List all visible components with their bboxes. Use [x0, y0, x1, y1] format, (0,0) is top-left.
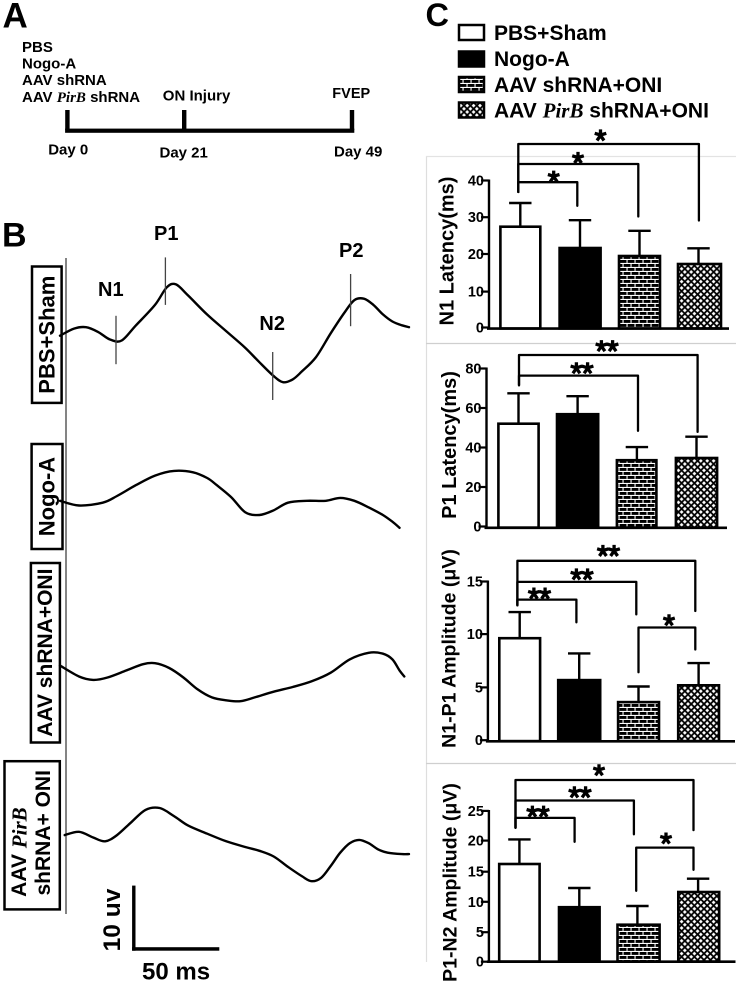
svg-text:shRNA+ ONI: shRNA+ ONI — [32, 770, 55, 895]
svg-text:10: 10 — [468, 895, 484, 911]
svg-text:Day 49: Day 49 — [334, 143, 382, 160]
svg-text:B: B — [2, 217, 27, 255]
svg-text:10 uv: 10 uv — [99, 888, 126, 951]
svg-text:AAV PirB: AAV PirB — [7, 807, 31, 896]
svg-text:AAV PirB shRNA: AAV PirB shRNA — [22, 89, 140, 106]
svg-text:10: 10 — [468, 285, 484, 301]
svg-text:N1-P1 Amplitude (μV): N1-P1 Amplitude (μV) — [439, 549, 461, 748]
svg-text:5: 5 — [476, 925, 484, 941]
svg-text:40: 40 — [465, 441, 481, 457]
svg-text:N1 Latency(ms): N1 Latency(ms) — [437, 177, 459, 326]
svg-text:P1-N2 Amplitude (μV): P1-N2 Amplitude (μV) — [440, 783, 462, 982]
svg-text:20: 20 — [465, 480, 481, 496]
svg-text:0: 0 — [476, 321, 484, 337]
svg-text:0: 0 — [476, 955, 484, 971]
svg-text:N2: N2 — [259, 313, 285, 335]
svg-text:15: 15 — [468, 865, 484, 881]
svg-text:P1: P1 — [154, 223, 178, 245]
svg-text:Day 0: Day 0 — [48, 141, 88, 158]
svg-text:0: 0 — [475, 733, 483, 749]
svg-text:Nogo-A: Nogo-A — [22, 56, 76, 73]
svg-text:10: 10 — [467, 627, 483, 643]
svg-text:AAV shRNA+ONI: AAV shRNA+ONI — [494, 74, 662, 97]
svg-text:20: 20 — [468, 247, 484, 263]
svg-text:15: 15 — [467, 575, 483, 591]
svg-text:PBS+Sham: PBS+Sham — [494, 22, 607, 45]
svg-text:AAV shRNA: AAV shRNA — [22, 72, 107, 89]
svg-text:AAV shRNA+ONI: AAV shRNA+ONI — [34, 569, 57, 737]
svg-text:AAV PirB shRNA+ONI: AAV PirB shRNA+ONI — [494, 99, 709, 123]
svg-text:5: 5 — [475, 680, 483, 696]
svg-text:40: 40 — [468, 174, 484, 190]
svg-text:50 ms: 50 ms — [142, 958, 210, 985]
svg-text:0: 0 — [473, 520, 481, 536]
svg-text:A: A — [3, 0, 28, 36]
svg-text:60: 60 — [465, 401, 481, 417]
svg-text:80: 80 — [465, 362, 481, 378]
svg-text:C: C — [426, 0, 449, 33]
svg-text:P2: P2 — [339, 240, 363, 262]
svg-text:25: 25 — [468, 804, 484, 820]
svg-text:20: 20 — [468, 834, 484, 850]
svg-text:PBS+Sham: PBS+Sham — [34, 276, 59, 394]
svg-text:ON Injury: ON Injury — [163, 88, 231, 105]
svg-text:P1 Latency(ms): P1 Latency(ms) — [439, 371, 461, 519]
svg-text:N1: N1 — [98, 279, 124, 301]
svg-text:Day 21: Day 21 — [160, 144, 208, 161]
svg-text:FVEP: FVEP — [332, 86, 370, 102]
svg-text:Nogo-A: Nogo-A — [35, 457, 60, 537]
svg-text:Nogo-A: Nogo-A — [494, 48, 570, 71]
svg-text:30: 30 — [468, 210, 484, 226]
svg-text:PBS: PBS — [22, 39, 53, 56]
